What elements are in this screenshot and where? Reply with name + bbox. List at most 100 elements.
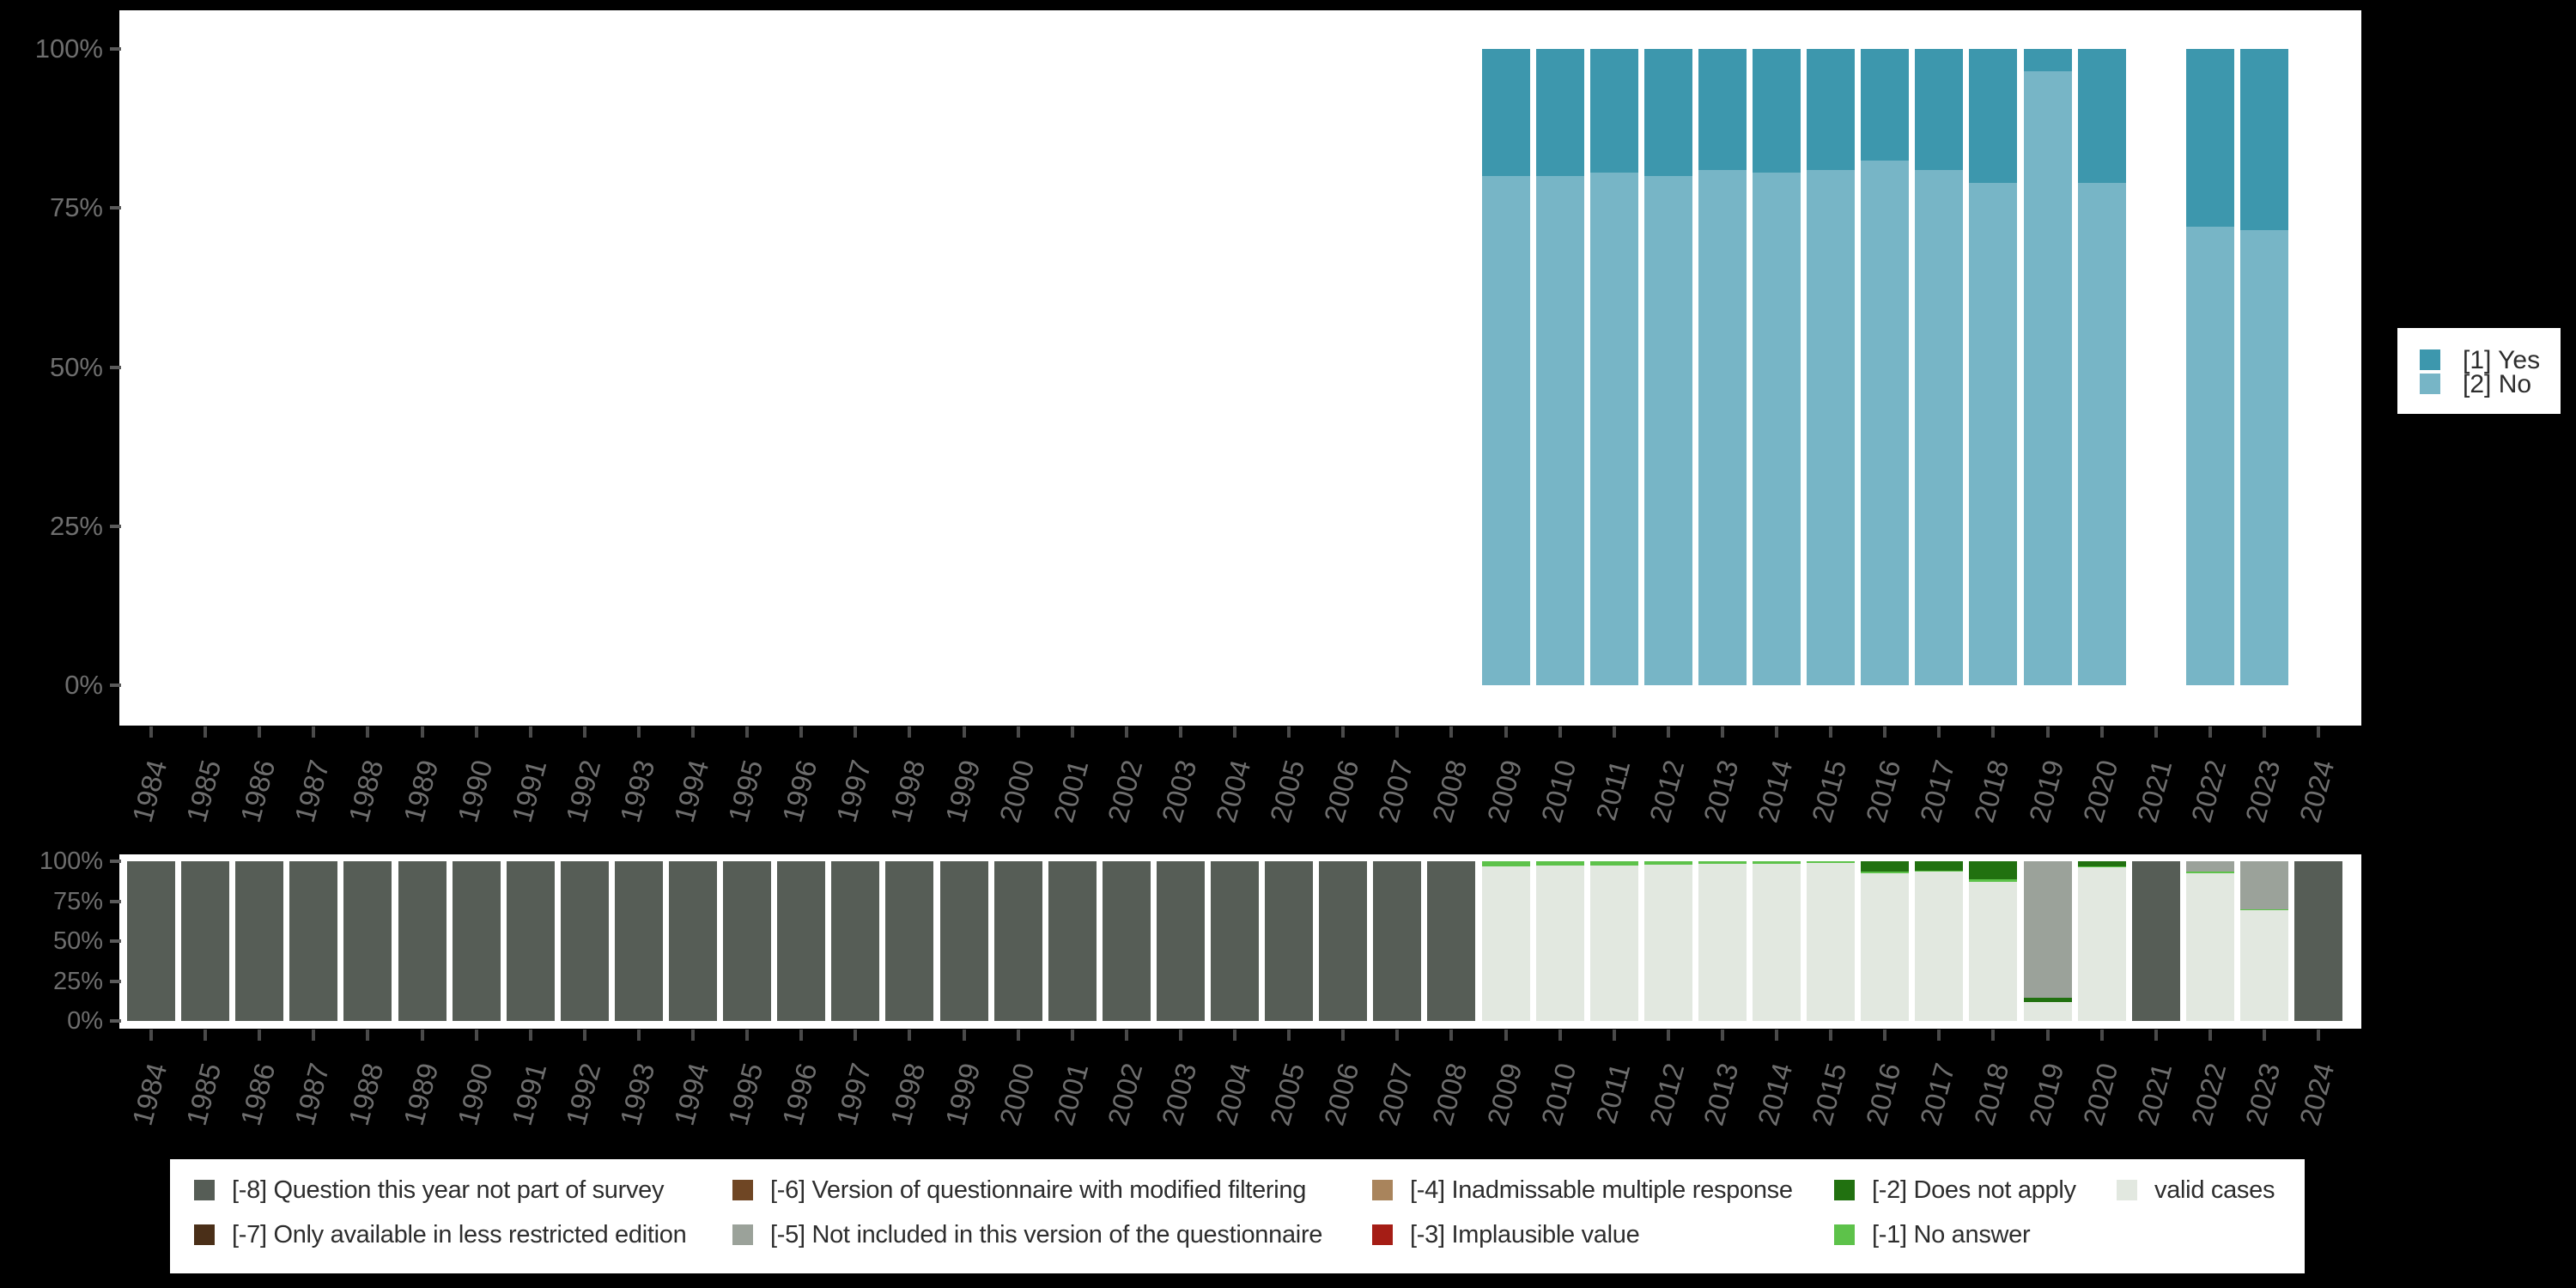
- x-tick-label-top: 2001: [1047, 756, 1095, 826]
- x-tick-label-top: 2015: [1805, 756, 1853, 826]
- bar-2023: [2239, 49, 2288, 685]
- missing-bar-1996: [777, 861, 826, 1021]
- missing-segment-2005--8: [1265, 861, 1314, 1021]
- y-tick-top: [110, 365, 121, 369]
- x-tick-bottom: [745, 1030, 750, 1041]
- x-tick-label-bottom: 2004: [1209, 1060, 1257, 1129]
- missing-bar-2024: [2294, 861, 2342, 1021]
- x-tick-label-bottom: 2008: [1426, 1060, 1473, 1129]
- x-tick-top: [854, 726, 858, 738]
- x-tick-bottom: [636, 1030, 641, 1041]
- x-tick-label-top: 2000: [993, 756, 1040, 826]
- x-tick-bottom: [582, 1030, 586, 1041]
- missing-bar-2015: [1807, 861, 1856, 1021]
- y-tick-label-bottom: 50%: [52, 927, 103, 955]
- missing-segment-2015-valid: [1807, 863, 1856, 1021]
- bar-segment-2020-yes: [2077, 49, 2126, 183]
- missing-bar-1987: [289, 861, 338, 1021]
- x-tick-bottom: [474, 1030, 478, 1041]
- missing-bar-2018: [1969, 861, 2018, 1021]
- bar-segment-2009-yes: [1481, 49, 1530, 177]
- x-tick-label-bottom: 1993: [613, 1060, 661, 1129]
- x-tick-label-bottom: 2021: [2130, 1060, 2178, 1129]
- x-tick-bottom: [1720, 1030, 1724, 1041]
- x-tick-bottom: [1233, 1030, 1236, 1041]
- bar-2015: [1807, 49, 1856, 685]
- missing-bar-1993: [614, 861, 663, 1021]
- x-tick-top: [1124, 726, 1128, 738]
- x-tick-label-top: 1990: [451, 756, 498, 826]
- legend-swatch--3: [1372, 1224, 1393, 1245]
- x-tick-bottom: [1124, 1030, 1128, 1041]
- x-tick-label-bottom: 2005: [1263, 1060, 1311, 1129]
- missing-segment-2017--2: [1915, 861, 1964, 871]
- missing-segment-1998--8: [885, 861, 934, 1021]
- x-tick-label-bottom: 1986: [234, 1060, 282, 1129]
- x-tick-label-bottom: 1998: [884, 1060, 932, 1129]
- x-tick-bottom: [149, 1030, 153, 1041]
- bar-segment-2009-no: [1481, 176, 1530, 685]
- legend-swatch--1: [1834, 1224, 1855, 1245]
- y-tick-top: [110, 683, 121, 687]
- x-tick-label-top: 2012: [1643, 756, 1691, 826]
- x-tick-top: [1449, 726, 1454, 738]
- missing-bar-1995: [723, 861, 772, 1021]
- x-tick-top: [258, 726, 262, 738]
- missing-bar-1997: [831, 861, 880, 1021]
- legend-missing-values: [-8] Question this year not part of surv…: [170, 1159, 2305, 1273]
- missing-segment-2018--2: [1969, 861, 2018, 880]
- legend-label--5: [-5] Not included in this version of the…: [770, 1221, 1323, 1249]
- x-tick-label-bottom: 1999: [939, 1060, 986, 1129]
- missing-segment-2013--1: [1698, 861, 1747, 865]
- x-tick-label-top: 2014: [1751, 756, 1799, 826]
- missing-bar-2008: [1427, 861, 1476, 1021]
- bar-segment-2023-no: [2239, 230, 2288, 685]
- x-tick-top: [2045, 726, 2050, 738]
- x-tick-label-top: 2011: [1589, 756, 1637, 824]
- x-tick-label-top: 2003: [1155, 756, 1203, 826]
- missing-segment-1999--8: [939, 861, 988, 1021]
- missing-bar-1991: [506, 861, 555, 1021]
- x-tick-label-bottom: 2007: [1371, 1060, 1419, 1129]
- bar-2020: [2077, 49, 2126, 685]
- x-tick-label-top: 2010: [1534, 756, 1582, 826]
- x-tick-label-top: 2023: [2239, 756, 2287, 826]
- missing-segment-1988--8: [343, 861, 392, 1021]
- x-tick-label-bottom: 1984: [125, 1060, 173, 1129]
- missing-bar-1990: [452, 861, 501, 1021]
- bar-segment-2013-yes: [1698, 49, 1747, 170]
- x-tick-label-top: 2018: [1968, 756, 2015, 826]
- x-tick-bottom: [2099, 1030, 2104, 1041]
- x-tick-label-bottom: 2002: [1101, 1060, 1149, 1129]
- missing-bar-1989: [398, 861, 447, 1021]
- x-tick-label-bottom: 1996: [775, 1060, 823, 1129]
- x-tick-label-bottom: 1989: [397, 1060, 444, 1129]
- x-tick-bottom: [2208, 1030, 2212, 1041]
- x-tick-bottom: [1612, 1030, 1616, 1041]
- x-tick-label-top: 2022: [2184, 756, 2233, 826]
- missing-bar-1992: [560, 861, 609, 1021]
- x-tick-label-top: 2005: [1263, 756, 1311, 826]
- missing-segment-1994--8: [669, 861, 717, 1021]
- x-tick-label-top: 1985: [179, 756, 228, 826]
- x-tick-top: [1287, 726, 1291, 738]
- x-tick-bottom: [1775, 1030, 1778, 1041]
- missing-bar-2014: [1753, 861, 1801, 1021]
- legend-swatch--5: [732, 1224, 753, 1245]
- x-tick-label-top: 1994: [667, 756, 715, 826]
- missing-bar-1985: [181, 861, 230, 1021]
- missing-bar-2004: [1211, 861, 1259, 1021]
- x-tick-top: [1395, 726, 1400, 738]
- bar-2016: [1861, 49, 1910, 685]
- x-tick-bottom: [1178, 1030, 1182, 1041]
- legend-label--6: [-6] Version of questionnaire with modif…: [770, 1176, 1307, 1204]
- missing-segment-2011--1: [1589, 861, 1638, 866]
- x-tick-label-top: 2013: [1697, 756, 1745, 826]
- legend-label--7: [-7] Only available in less restricted e…: [232, 1221, 687, 1249]
- missing-segment-2016--1: [1861, 871, 1910, 873]
- x-tick-top: [528, 726, 532, 738]
- x-tick-label-bottom: 2016: [1859, 1060, 1907, 1129]
- legend-swatch--7: [194, 1224, 215, 1245]
- missing-segment-2017-valid: [1915, 872, 1964, 1021]
- x-tick-label-top: 2016: [1859, 756, 1907, 826]
